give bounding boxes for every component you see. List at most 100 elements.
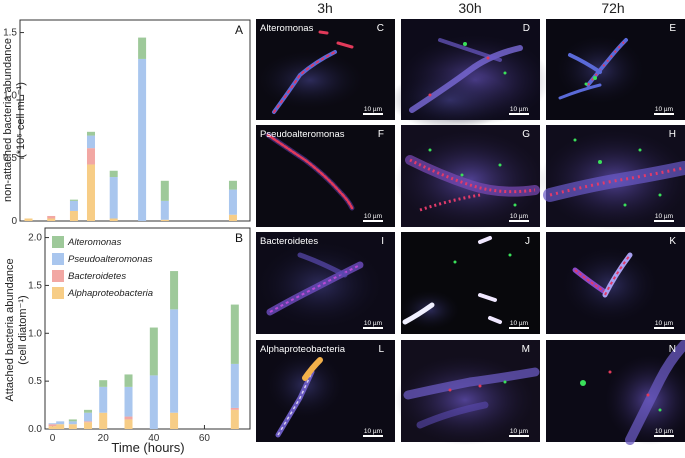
chart-b-bar-segment	[124, 386, 133, 417]
panel-letter-e: E	[669, 23, 676, 34]
scale-label-d: 10 µm	[510, 106, 528, 113]
panel-letter-i: I	[381, 236, 384, 247]
chart-b-bar-segment	[149, 375, 158, 429]
chart-b-bar-segment	[230, 363, 239, 408]
chart-b-bar-segment	[84, 421, 93, 423]
chart-b-bar-segment	[170, 309, 179, 413]
chart-a-bar-segment	[69, 200, 78, 211]
chart-b-ticks: 0.0 0.5 1.0 1.5 2.0 0 20 40 60	[28, 233, 210, 444]
chart-b-bar-segment	[170, 271, 179, 310]
chart-b-bar-segment	[99, 386, 108, 413]
scale-label-n: 10 µm	[655, 428, 673, 435]
micrograph-panel-n: N 10 µm	[546, 340, 685, 445]
micrograph-panel-d: D 10 µm	[390, 19, 550, 130]
chart-b-bar-segment	[56, 421, 65, 425]
time-header-72h: 72h	[601, 0, 624, 16]
scale-label-h: 10 µm	[655, 213, 673, 220]
scale-bar-h	[654, 220, 674, 222]
micrograph-panel-l: Alphaproteobacteria L 10 µm	[256, 340, 395, 442]
scale-bar-l	[363, 435, 383, 437]
legend: Alteromonas Pseudoalteromonas Bacteroide…	[52, 236, 153, 299]
chart-b-bar-segment	[68, 424, 77, 429]
time-header-30h: 30h	[458, 0, 481, 16]
row-label-alteromonas: Alteromonas	[260, 23, 314, 34]
panel-letter-k: K	[669, 236, 676, 247]
panel-letter-l: L	[378, 344, 384, 355]
chart-a-y-ticks: 0 0.5 1.0 1.5	[3, 28, 24, 227]
chart-b-bar-segment	[230, 304, 239, 364]
micrograph-grid: 3h 30h 72h Alteromonas C 10 µm D	[255, 0, 685, 445]
legend-swatch-alphaproteobacteria	[52, 287, 64, 299]
legend-swatch-bacteroidetes	[52, 270, 64, 282]
micrograph-panel-f: Pseudoalteromonas F 10 µm	[256, 125, 395, 227]
scale-bar-e	[654, 113, 674, 115]
chart-a-bars	[24, 37, 237, 221]
row-label-pseudoalteromonas: Pseudoalteromonas	[260, 129, 345, 140]
panel-letter-g: G	[522, 129, 530, 140]
chart-b-bar-segment	[99, 412, 108, 429]
scale-label-m: 10 µm	[510, 428, 528, 435]
chart-a-bar-segment	[86, 135, 95, 149]
chart-a-bar-segment	[109, 170, 118, 178]
chart-b-ytick-label: 1.5	[28, 280, 42, 291]
chart-a-bar-segment	[24, 218, 33, 221]
chart-b-xlabel: Time (hours)	[111, 440, 184, 455]
chart-a-bar-segment	[160, 219, 169, 221]
panel-letter-f: F	[378, 129, 384, 140]
chart-b-bar-segment	[124, 374, 133, 387]
chart-a-ytick-label: 0	[11, 216, 17, 227]
micrograph-panel-h: H 10 µm	[540, 125, 685, 230]
chart-b-bar-segment	[84, 409, 93, 413]
chart-a-ylabel-line2: (*10⁵ cell mL⁻¹)	[15, 82, 27, 158]
chart-a-bar-segment	[109, 218, 118, 221]
scale-label-c: 10 µm	[364, 106, 382, 113]
scale-bar-m	[509, 435, 529, 437]
chart-a-bar-segment	[228, 214, 237, 221]
legend-label-pseudoalteromonas: Pseudoalteromonas	[68, 254, 153, 265]
time-header-3h: 3h	[317, 0, 333, 16]
chart-a-bar-segment	[69, 210, 78, 221]
chart-a-frame	[19, 19, 251, 222]
chart-b-bar-segment	[48, 423, 57, 425]
chart-b-xtick-label: 0	[50, 433, 56, 444]
chart-b-bar-segment	[124, 416, 133, 420]
panel-letter-h: H	[669, 129, 676, 140]
scale-bar-n	[654, 435, 674, 437]
chart-a-panel-letter: A	[235, 23, 243, 37]
chart-b-ytick-label: 1.0	[28, 328, 42, 339]
chart-b-panel-letter: B	[235, 231, 243, 245]
chart-b-ytick-label: 0.5	[28, 376, 42, 387]
chart-b-bars	[48, 271, 239, 429]
chart-b-bar-segment	[230, 409, 239, 429]
panel-letter-d: D	[523, 23, 530, 34]
legend-swatch-pseudoalteromonas	[52, 253, 64, 265]
chart-b-bar-segment	[124, 419, 133, 429]
panel-letter-j: J	[525, 236, 530, 247]
chart-b-xtick-label: 40	[148, 433, 160, 444]
chart-b-bar-segment	[48, 424, 57, 427]
micrograph-panel-g: G 10 µm	[395, 125, 545, 230]
micrograph-panel-c: Alteromonas C 10 µm	[255, 19, 395, 120]
chart-b-ylabel-line1: Attached bacteria abundance	[4, 258, 16, 401]
micrograph-panel-i: Bacteroidetes I 10 µm	[255, 232, 395, 334]
scale-label-j: 10 µm	[510, 320, 528, 327]
chart-b-ytick-label: 0.0	[28, 424, 42, 435]
chart-b-xtick-label: 60	[199, 433, 211, 444]
chart-b-bar-segment	[68, 419, 77, 422]
chart-a-bar-segment	[160, 200, 169, 220]
scale-bar-d	[509, 113, 529, 115]
chart-b-bar-segment	[84, 422, 93, 429]
chart-a-bar-segment	[138, 37, 147, 59]
scale-bar-f	[363, 220, 383, 222]
legend-label-alphaproteobacteria: Alphaproteobacteria	[67, 288, 153, 299]
chart-a-ytick-label: 0.5	[3, 153, 17, 164]
scale-label-f: 10 µm	[364, 213, 382, 220]
chart-a-ytick-label: 1.0	[3, 90, 17, 101]
chart-a-bar-segment	[109, 177, 118, 219]
legend-swatch-alteromonas	[52, 236, 64, 248]
chart-a-ylabel-line1: non-attached bacteria abundance	[2, 38, 14, 202]
chart-b-bar-segment	[230, 407, 239, 410]
chart-a-bar-segment	[160, 180, 169, 201]
micrograph-panel-j: J 10 µm	[400, 232, 540, 334]
